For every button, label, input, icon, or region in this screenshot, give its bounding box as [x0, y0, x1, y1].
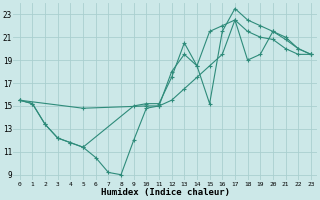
- X-axis label: Humidex (Indice chaleur): Humidex (Indice chaleur): [101, 188, 230, 197]
